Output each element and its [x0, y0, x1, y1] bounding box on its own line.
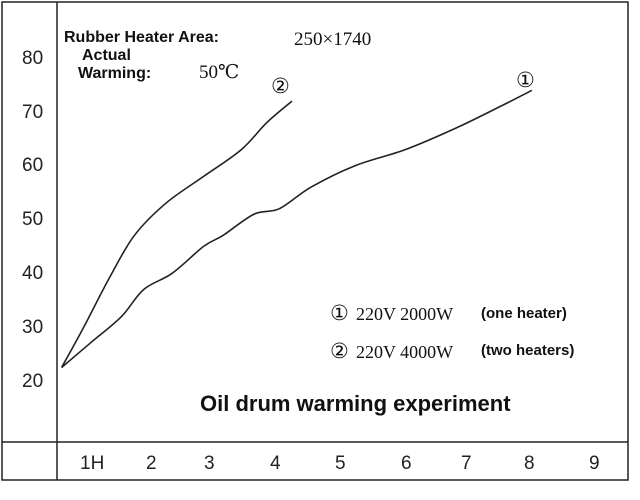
legend-1-marker: ①	[330, 301, 349, 325]
y-tick-50: 50	[22, 209, 43, 230]
legend-2-spec: 220V 4000W	[356, 342, 453, 362]
x-tick-6: 6	[401, 453, 412, 474]
y-tick-labels: 80 70 60 50 40 30 20	[22, 48, 43, 392]
chart-title: Oil drum warming experiment	[200, 391, 511, 416]
series-layer	[60, 89, 533, 369]
y-tick-70: 70	[22, 102, 43, 123]
legend-1-spec: 220V 2000W	[356, 304, 453, 324]
series-1-line	[61, 89, 533, 369]
x-tick-8: 8	[524, 453, 535, 474]
y-tick-60: 60	[22, 155, 43, 176]
legend-2-note: (two heaters)	[481, 342, 574, 359]
area-label: Rubber Heater Area:	[64, 29, 219, 46]
legend: ① 220V 2000W (one heater) ② 220V 4000W (…	[330, 301, 574, 363]
legend-1-note: (one heater)	[481, 305, 567, 322]
legend-2-marker: ②	[330, 339, 349, 363]
warming-value: 50℃	[199, 62, 239, 83]
x-tick-1h: 1H	[80, 453, 104, 474]
warming-label: Warming:	[78, 65, 151, 82]
actual-label: Actual	[82, 47, 131, 64]
x-tick-2: 2	[146, 453, 157, 474]
x-tick-labels: 1H 2 3 4 5 6 7 8 9	[80, 453, 600, 474]
x-tick-5: 5	[335, 453, 346, 474]
x-tick-3: 3	[204, 453, 215, 474]
x-tick-7: 7	[461, 453, 472, 474]
series-2-line	[60, 100, 293, 368]
series-1-end-marker: ①	[516, 68, 535, 92]
x-tick-4: 4	[270, 453, 281, 474]
area-value: 250×1740	[294, 29, 371, 50]
x-tick-9: 9	[589, 453, 600, 474]
y-tick-30: 30	[22, 317, 43, 338]
y-tick-40: 40	[22, 263, 43, 284]
y-tick-20: 20	[22, 371, 43, 392]
y-tick-80: 80	[22, 48, 43, 69]
chart-frame	[1, 1, 629, 481]
series-2-end-marker: ②	[271, 74, 290, 98]
